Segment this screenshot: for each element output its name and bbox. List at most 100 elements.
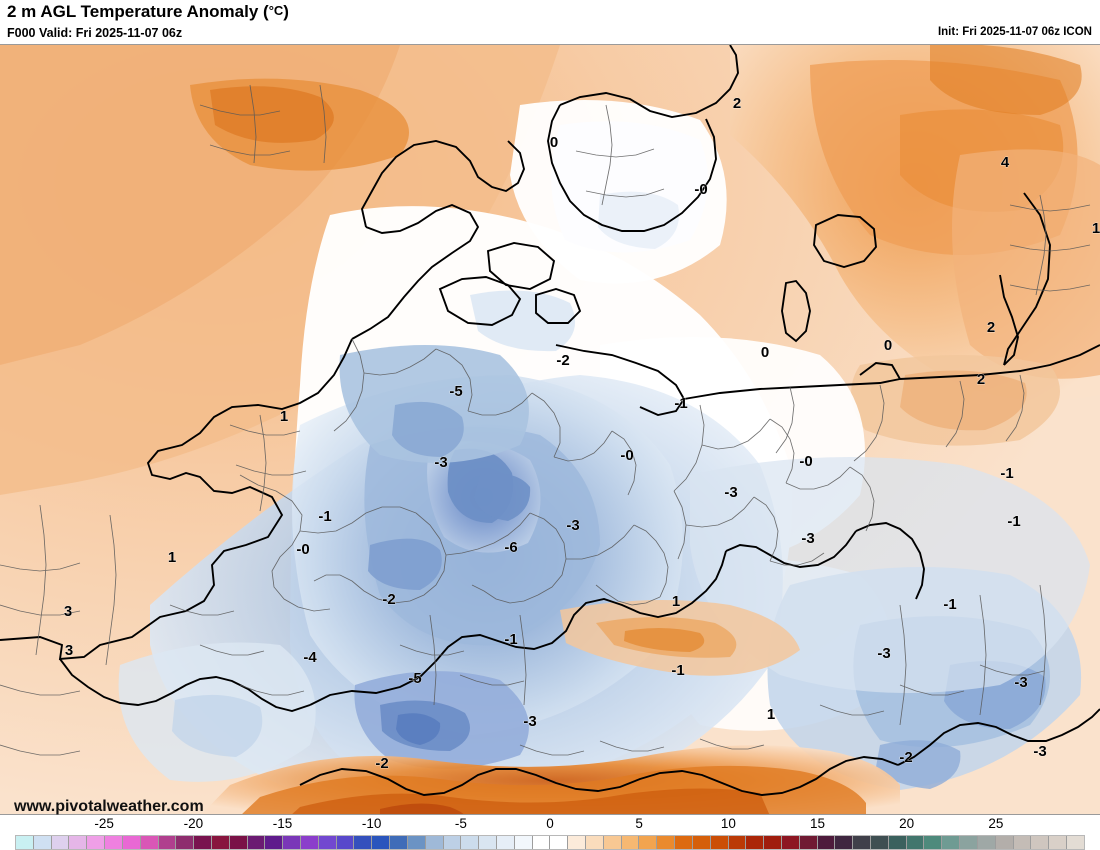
colorbar-segment <box>603 836 622 849</box>
colorbar-segment <box>675 836 693 849</box>
colorbar-segment <box>888 836 907 849</box>
title-close-paren: ) <box>283 2 289 21</box>
brand-text-1: piv <box>801 810 860 815</box>
colorbar-gradient-strip[interactable] <box>15 835 1085 850</box>
init-time-label: Init: Fri 2025-11-07 06z ICON <box>937 26 1092 38</box>
page-title: 2 m AGL Temperature Anomaly (°C) <box>7 2 289 22</box>
contour-label: 1 <box>168 549 176 566</box>
colorbar-segment <box>176 836 195 849</box>
map-canvas[interactable]: 2 0 4 -0 1 2 -2 0 0 2 -5 1 -1 -0 -3 -0 -1 -3 -1 -3 -1 -3 -0 -6 1… <box>0 44 1100 815</box>
colorbar-tick-label: 20 <box>899 816 915 831</box>
colorbar-segment <box>621 836 640 849</box>
colorbar-segment <box>995 836 1014 849</box>
contour-label: 1 <box>767 706 775 723</box>
contour-label: -0 <box>694 181 707 198</box>
colorbar-tick-label: 25 <box>988 816 1004 831</box>
colorbar-tick-labels: -25 -20 -15 -10 -5 0 5 10 15 20 25 <box>0 816 1100 834</box>
site-url-watermark: www.pivotalweather.com <box>14 798 204 815</box>
brand-text-2: tal weather <box>888 810 1097 815</box>
colorbar-segment <box>354 836 373 849</box>
contour-label: 3 <box>65 642 73 659</box>
colorbar-segment <box>87 836 106 849</box>
colorbar-tick-label: -20 <box>183 816 204 831</box>
colorbar-segment <box>568 836 586 849</box>
colorbar-segment <box>390 836 408 849</box>
contour-label: -3 <box>1014 674 1027 691</box>
contour-label: -1 <box>943 596 956 613</box>
colorbar-segment <box>692 836 711 849</box>
contour-label: -2 <box>899 749 912 766</box>
colorbar-segment <box>817 836 836 849</box>
contour-label: -4 <box>303 649 317 666</box>
colorbar-segment <box>372 836 391 849</box>
valid-time-label: F000 Valid: Fri 2025-11-07 06z <box>7 26 183 40</box>
brand-watermark: piv tal weather <box>801 810 1097 815</box>
colorbar-tick-label: 0 <box>546 816 554 831</box>
colorbar-segment <box>764 836 782 849</box>
colorbar-segment <box>781 836 800 849</box>
contour-label: -3 <box>801 530 814 547</box>
colorbar-segment <box>1049 836 1067 849</box>
colorbar-segment <box>639 836 658 849</box>
colorbar-segment <box>318 836 337 849</box>
contour-labels: 2 0 4 -0 1 2 -2 0 0 2 -5 1 -1 -0 -3 -0 -1 -3 -1 -3 -1 -3 -0 -6 1… <box>64 95 1100 773</box>
colorbar-segment <box>586 836 604 849</box>
contour-label: -2 <box>556 352 569 369</box>
contour-label: -3 <box>724 484 737 501</box>
colorbar-segment <box>140 836 159 849</box>
country-borders <box>0 45 1100 796</box>
contour-label: -1 <box>674 395 687 412</box>
contour-label: -6 <box>504 539 517 556</box>
colorbar-tick-label: -25 <box>94 816 114 831</box>
unit-label: °C <box>268 3 284 18</box>
contour-label: -0 <box>620 447 633 464</box>
colorbar-segment <box>105 836 123 849</box>
contour-label: -3 <box>1033 743 1046 760</box>
contour-label: -3 <box>877 645 890 662</box>
colorbar-segment <box>1066 836 1084 849</box>
colorbar-tick-label: 5 <box>635 816 643 831</box>
colorbar-segment <box>158 836 177 849</box>
colorbar-segment <box>425 836 444 849</box>
colorbar-segment <box>194 836 212 849</box>
colorbar-segment <box>211 836 230 849</box>
contour-label: -1 <box>1007 513 1020 530</box>
colorbar-segment <box>122 836 141 849</box>
colorbar-segment <box>960 836 978 849</box>
colorbar-segment <box>924 836 943 849</box>
colorbar-segment <box>532 836 551 849</box>
colorbar-tick-label: -10 <box>361 816 382 831</box>
contour-label: -3 <box>566 517 579 534</box>
contour-label: 1 <box>672 593 680 610</box>
colorbar-segment <box>479 836 497 849</box>
contour-label: -1 <box>318 508 331 525</box>
contour-label: -1 <box>1000 465 1013 482</box>
contour-label: -5 <box>408 670 421 687</box>
contour-label: -3 <box>523 713 536 730</box>
contour-label: -5 <box>449 383 462 400</box>
colorbar-tick-label: 15 <box>809 816 826 831</box>
contour-label: 1 <box>1092 220 1100 237</box>
cold-anomaly-field <box>118 191 1090 810</box>
colorbar-segment <box>728 836 747 849</box>
colorbar-segment <box>799 836 818 849</box>
colorbar-segment <box>461 836 480 849</box>
colorbar-segment <box>51 836 70 849</box>
colorbar-tick-label: -15 <box>272 816 293 831</box>
colorbar-segment <box>550 836 569 849</box>
contour-label: 4 <box>1001 154 1010 171</box>
colorbar-segment <box>33 836 52 849</box>
contour-label: 3 <box>64 603 72 620</box>
colorbar-segment <box>247 836 266 849</box>
colorbar-segment <box>514 836 533 849</box>
colorbar-segment <box>1013 836 1032 849</box>
contour-label: -0 <box>799 453 812 470</box>
colorbar-segment <box>496 836 515 849</box>
contour-label: -1 <box>504 631 517 648</box>
colorbar-tick-label: 10 <box>720 816 736 831</box>
colorbar-segment <box>69 836 88 849</box>
contour-label: 0 <box>550 134 558 151</box>
colorbar-segment <box>710 836 729 849</box>
contour-label: -1 <box>671 662 684 679</box>
